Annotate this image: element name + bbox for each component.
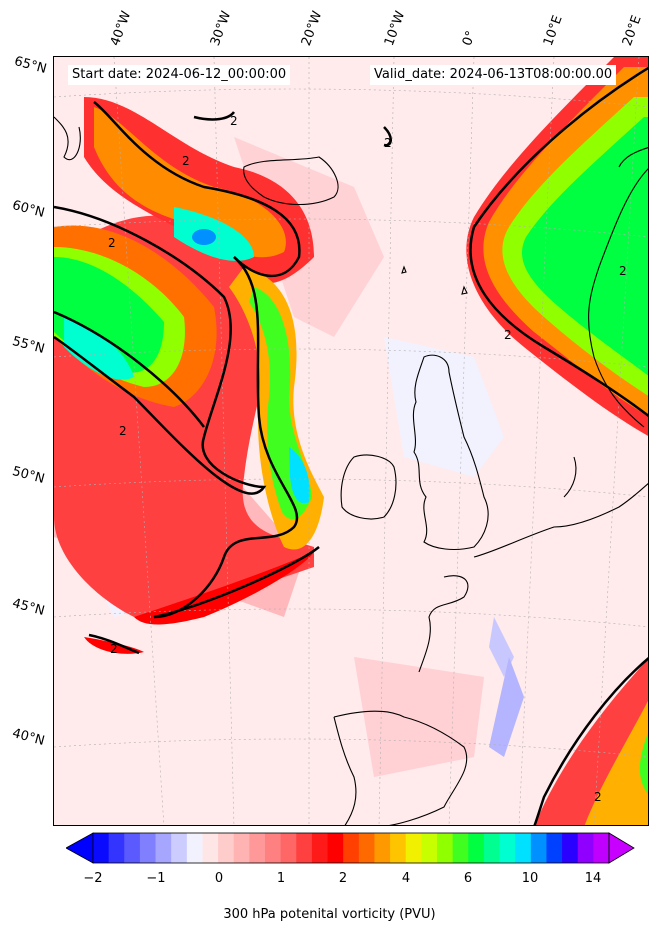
graticule <box>54 57 648 825</box>
contour-label: 2 <box>119 424 127 438</box>
colorbar-extend-low <box>66 832 94 864</box>
lon-label: 20°W <box>298 9 326 48</box>
colorbar-segment <box>390 833 407 863</box>
contour-label: 2 <box>230 114 238 128</box>
colorbar-segment <box>93 833 110 863</box>
contour-label: 2 <box>504 328 512 342</box>
colorbar-segment <box>405 833 422 863</box>
pv-southeast-green <box>639 732 648 795</box>
pv-southeast-orange <box>584 700 648 825</box>
colorbar-frame <box>92 832 610 864</box>
pv-trough-cyan <box>64 317 134 380</box>
colorbar-segment <box>374 833 391 863</box>
colorbar-segment <box>358 833 375 863</box>
colorbar-tick: 14 <box>584 871 602 886</box>
contour-label: 2 <box>182 154 190 168</box>
colorbar-segment <box>265 833 282 863</box>
colorbar-segment <box>171 833 188 863</box>
colorbar <box>66 832 635 864</box>
colorbar-segment <box>452 833 469 863</box>
colorbar-segment <box>139 833 157 863</box>
pv-field-map: 2 2 2 2 2 2 2 2 2 <box>54 57 648 825</box>
start-date-label: Start date: 2024-06-12_00:00:00 <box>68 65 291 85</box>
contour-label: 2 <box>110 642 118 656</box>
lat-label: 65°N <box>12 54 49 77</box>
colorbar-segment <box>593 833 610 863</box>
colorbar-segment <box>327 833 344 863</box>
colorbar-segment <box>577 833 594 863</box>
colorbar-segment <box>468 833 485 863</box>
lat-label: 45°N <box>10 596 47 619</box>
lon-label: 10°E <box>540 13 566 49</box>
colorbar-tick: 1 <box>276 871 286 886</box>
colorbar-tick: 4 <box>401 871 411 886</box>
contour-label: 2 <box>108 236 116 250</box>
contour-label: 2 <box>619 264 627 278</box>
colorbar-segment <box>343 833 360 863</box>
lat-label: 50°N <box>10 464 47 487</box>
pv-streamer-south <box>134 552 314 625</box>
colorbar-segment <box>515 833 532 863</box>
contour-labels: 2 2 2 2 2 2 2 2 2 <box>108 114 627 804</box>
lat-label: 40°N <box>10 726 47 749</box>
colorbar-segment <box>546 833 563 863</box>
pv-low-patch <box>489 657 524 757</box>
colorbar-segment <box>499 833 516 863</box>
colorbar-tick: 6 <box>463 871 473 886</box>
colorbar-segment <box>296 833 313 863</box>
colorbar-segment <box>421 833 438 863</box>
colorbar-segment <box>311 833 329 863</box>
map-panel: 2 2 2 2 2 2 2 2 2 <box>53 56 649 826</box>
pv-vortex-core <box>192 229 216 245</box>
lon-label: 10°W <box>381 9 409 48</box>
colorbar-extend-high <box>608 832 635 864</box>
colorbar-tick: 0 <box>214 871 224 886</box>
colorbar-segment <box>233 833 250 863</box>
lon-label: 20°E <box>619 13 645 49</box>
lon-label: 40°W <box>107 9 135 48</box>
pv-tongue-cyan <box>289 447 310 504</box>
colorbar-segment <box>155 833 172 863</box>
colorbar-segment <box>280 833 297 863</box>
valid-date-label: Valid_date: 2024-06-13T08:00:00.00 <box>370 65 617 85</box>
lon-label: 30°W <box>207 9 235 48</box>
pv-low-patch <box>384 337 504 477</box>
colorbar-segment <box>186 833 203 863</box>
colorbar-segment <box>202 833 219 863</box>
lon-label: 0° <box>459 28 480 48</box>
colorbar-segment <box>437 833 454 863</box>
colorbar-segment <box>483 833 501 863</box>
colorbar-segment <box>124 833 141 863</box>
colorbar-tick: 2 <box>338 871 348 886</box>
colorbar-tick: −2 <box>83 871 103 886</box>
colorbar-segment <box>562 833 579 863</box>
colorbar-segment <box>218 833 235 863</box>
lat-label: 60°N <box>10 198 47 221</box>
colorbar-segment <box>249 833 266 863</box>
contour-label: 2 <box>384 136 392 150</box>
colorbar-tick: −1 <box>146 871 166 886</box>
pv-east-green <box>522 117 648 376</box>
coastlines <box>54 116 648 825</box>
pv-low-patch <box>489 617 514 677</box>
colorbar-segment <box>108 833 125 863</box>
colorbar-segment <box>530 833 547 863</box>
colorbar-tick: 10 <box>521 871 539 886</box>
colorbar-label: 300 hPa potenital vorticity (PVU) <box>223 907 436 922</box>
lat-label: 55°N <box>10 334 47 357</box>
pv-2-contours <box>54 66 648 825</box>
contour-label: 2 <box>594 790 602 804</box>
